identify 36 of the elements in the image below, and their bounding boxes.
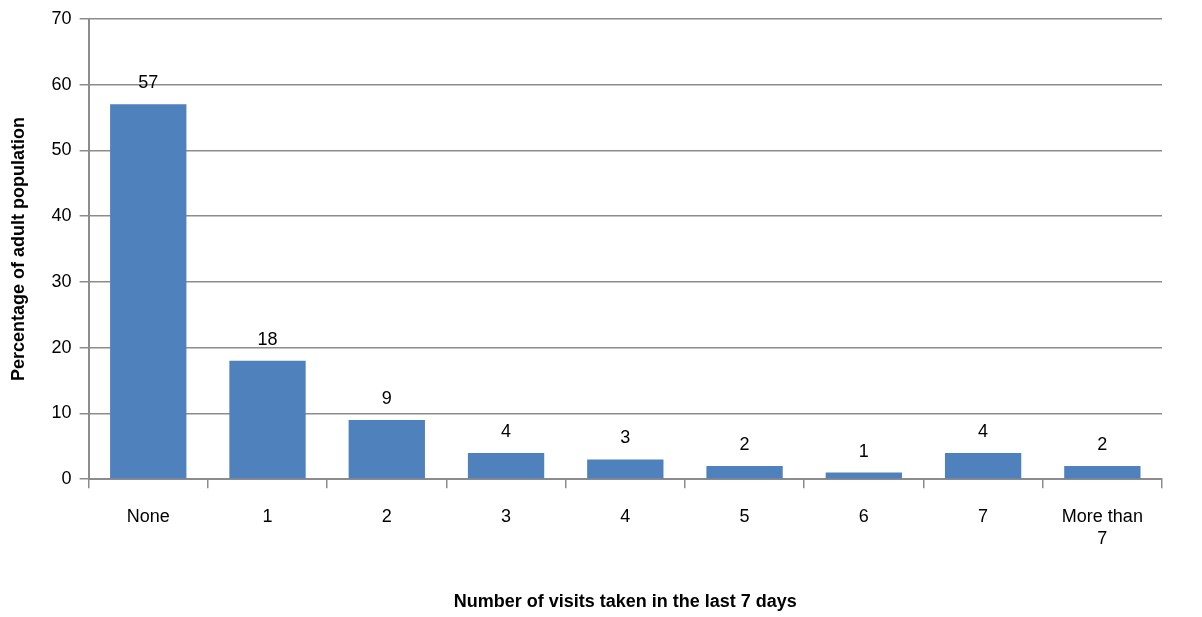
y-axis-title: Percentage of adult population bbox=[7, 116, 28, 382]
x-tick-label: 6 bbox=[858, 505, 869, 526]
y-tick-label: 70 bbox=[51, 7, 72, 28]
y-tick-label: 60 bbox=[51, 73, 72, 94]
y-tick-label: 40 bbox=[51, 205, 72, 226]
data-label: 4 bbox=[501, 420, 512, 441]
x-axis-title: Number of visits taken in the last 7 days bbox=[453, 591, 797, 612]
bar bbox=[110, 104, 187, 479]
x-tick-label: 7 bbox=[978, 505, 989, 526]
bar bbox=[944, 452, 1022, 479]
data-label: 2 bbox=[1097, 434, 1108, 455]
y-tick-label: 0 bbox=[61, 468, 72, 489]
x-tick-label: 2 bbox=[381, 505, 392, 526]
y-tick-label: 50 bbox=[51, 139, 72, 160]
y-tick-label: 30 bbox=[51, 270, 72, 291]
data-label: 57 bbox=[138, 72, 159, 93]
data-label: 4 bbox=[978, 420, 989, 441]
x-tick-label: 5 bbox=[739, 505, 750, 526]
data-label: 1 bbox=[858, 440, 869, 461]
y-tick-label: 10 bbox=[51, 402, 72, 423]
data-label: 2 bbox=[739, 434, 750, 455]
bar bbox=[229, 360, 306, 479]
x-tick-label: None bbox=[126, 505, 170, 526]
bar bbox=[348, 420, 425, 479]
x-tick-label: More than 7 bbox=[1061, 505, 1143, 548]
x-tick-label: 3 bbox=[501, 505, 512, 526]
bar bbox=[706, 466, 783, 479]
x-tick-label: 4 bbox=[620, 505, 631, 526]
data-label: 18 bbox=[257, 328, 278, 349]
data-label: 9 bbox=[381, 387, 392, 408]
data-label: 3 bbox=[620, 427, 631, 448]
x-tick-label: 1 bbox=[262, 505, 273, 526]
bar bbox=[467, 452, 545, 479]
y-tick-label: 20 bbox=[51, 336, 72, 357]
bar bbox=[1064, 466, 1141, 479]
bar bbox=[587, 459, 664, 479]
